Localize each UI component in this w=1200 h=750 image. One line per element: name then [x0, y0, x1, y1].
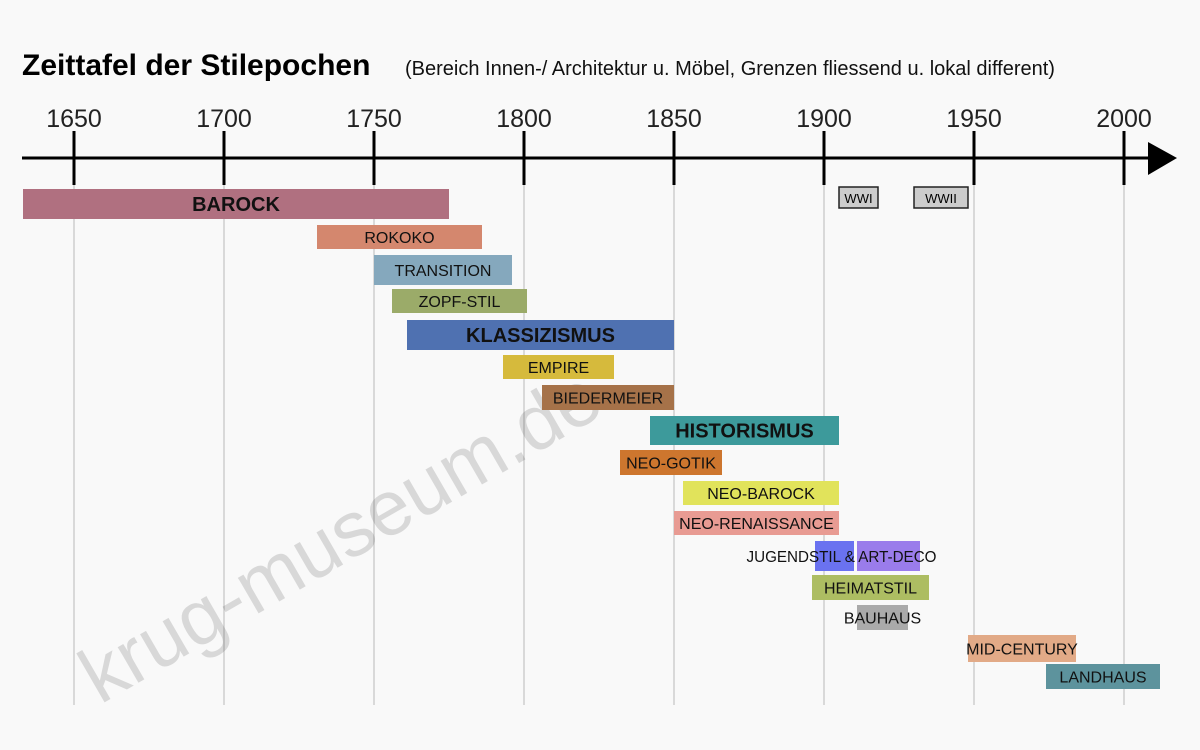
war-events: WWI WWII — [838, 186, 969, 209]
axis-ticks: 1650 1700 1750 1800 1850 1900 1950 2000 — [46, 105, 1152, 185]
bar-label-barock: BAROCK — [192, 194, 280, 216]
tick-label: 1650 — [46, 105, 102, 133]
event-box-wwi — [838, 186, 879, 209]
chart-subtitle: (Bereich Innen-/ Architektur u. Möbel, G… — [405, 58, 1055, 80]
axis-arrow-head — [1148, 142, 1177, 175]
tick-label: 1850 — [646, 105, 702, 133]
bar-historismus — [650, 416, 839, 445]
bar-label-klassizismus: KLASSIZISMUS — [466, 325, 615, 347]
tick-label: 1900 — [796, 105, 852, 133]
bar-label-biedermeier: BIEDERMEIER — [553, 391, 663, 408]
bar-klassizismus — [407, 320, 674, 350]
tick-label: 1800 — [496, 105, 552, 133]
tick-label: 1950 — [946, 105, 1002, 133]
bar-jugendstil — [815, 541, 854, 571]
bar-label-transition: TRANSITION — [395, 263, 492, 280]
tick-label: 1700 — [196, 105, 252, 133]
bar-bauhaus — [857, 605, 908, 630]
bar-label-zopf-stil: ZOPF-STIL — [419, 294, 501, 311]
bar-empire — [503, 355, 614, 379]
time-axis — [22, 142, 1177, 175]
bar-label-neo-barock: NEO-BAROCK — [707, 486, 815, 503]
tick-label: 2000 — [1096, 105, 1152, 133]
bar-rokoko — [317, 225, 482, 249]
bar-zopf-stil — [392, 289, 527, 313]
bar-label-neo-gotik: NEO-GOTIK — [626, 456, 716, 473]
event-label-wwii: WWII — [925, 191, 957, 206]
bar-label-historismus: HISTORISMUS — [675, 421, 814, 443]
bar-label-mid-century: MID-CENTURY — [966, 642, 1078, 659]
bar-label-neo-renaissance: NEO-RENAISSANCE — [679, 516, 834, 533]
watermark-layer: krug-museum.de — [65, 351, 616, 720]
bar-neo-gotik — [620, 450, 722, 475]
bar-neo-renaissance — [674, 511, 839, 535]
bar-label-empire: EMPIRE — [528, 360, 589, 377]
bar-label-heimatstil: HEIMATSTIL — [824, 581, 917, 598]
bar-label-landhaus: LANDHAUS — [1059, 670, 1146, 687]
event-label-wwi: WWI — [844, 191, 872, 206]
bar-label-jugendstil-art-deco: JUGENDSTIL & ART-DECO — [747, 549, 937, 566]
bar-landhaus — [1046, 664, 1160, 689]
epoch-bars — [23, 189, 1160, 689]
bar-label-rokoko: ROKOKO — [364, 230, 434, 247]
bar-art-deco — [857, 541, 920, 571]
tick-label: 1750 — [346, 105, 402, 133]
bar-heimatstil — [812, 575, 929, 600]
bar-biedermeier — [542, 385, 674, 410]
epoch-labels: BAROCK ROKOKO TRANSITION ZOPF-STIL KLASSIZIS… — [192, 194, 1146, 687]
bar-mid-century — [968, 635, 1076, 662]
bar-label-bauhaus: BAUHAUS — [844, 611, 921, 628]
chart-title: Zeittafel der Stilepochen — [22, 49, 370, 82]
bar-neo-barock — [683, 481, 839, 505]
bar-barock — [23, 189, 449, 219]
bar-transition — [374, 255, 512, 285]
watermark: krug-museum.de — [65, 351, 616, 720]
event-box-wwii — [913, 186, 969, 209]
